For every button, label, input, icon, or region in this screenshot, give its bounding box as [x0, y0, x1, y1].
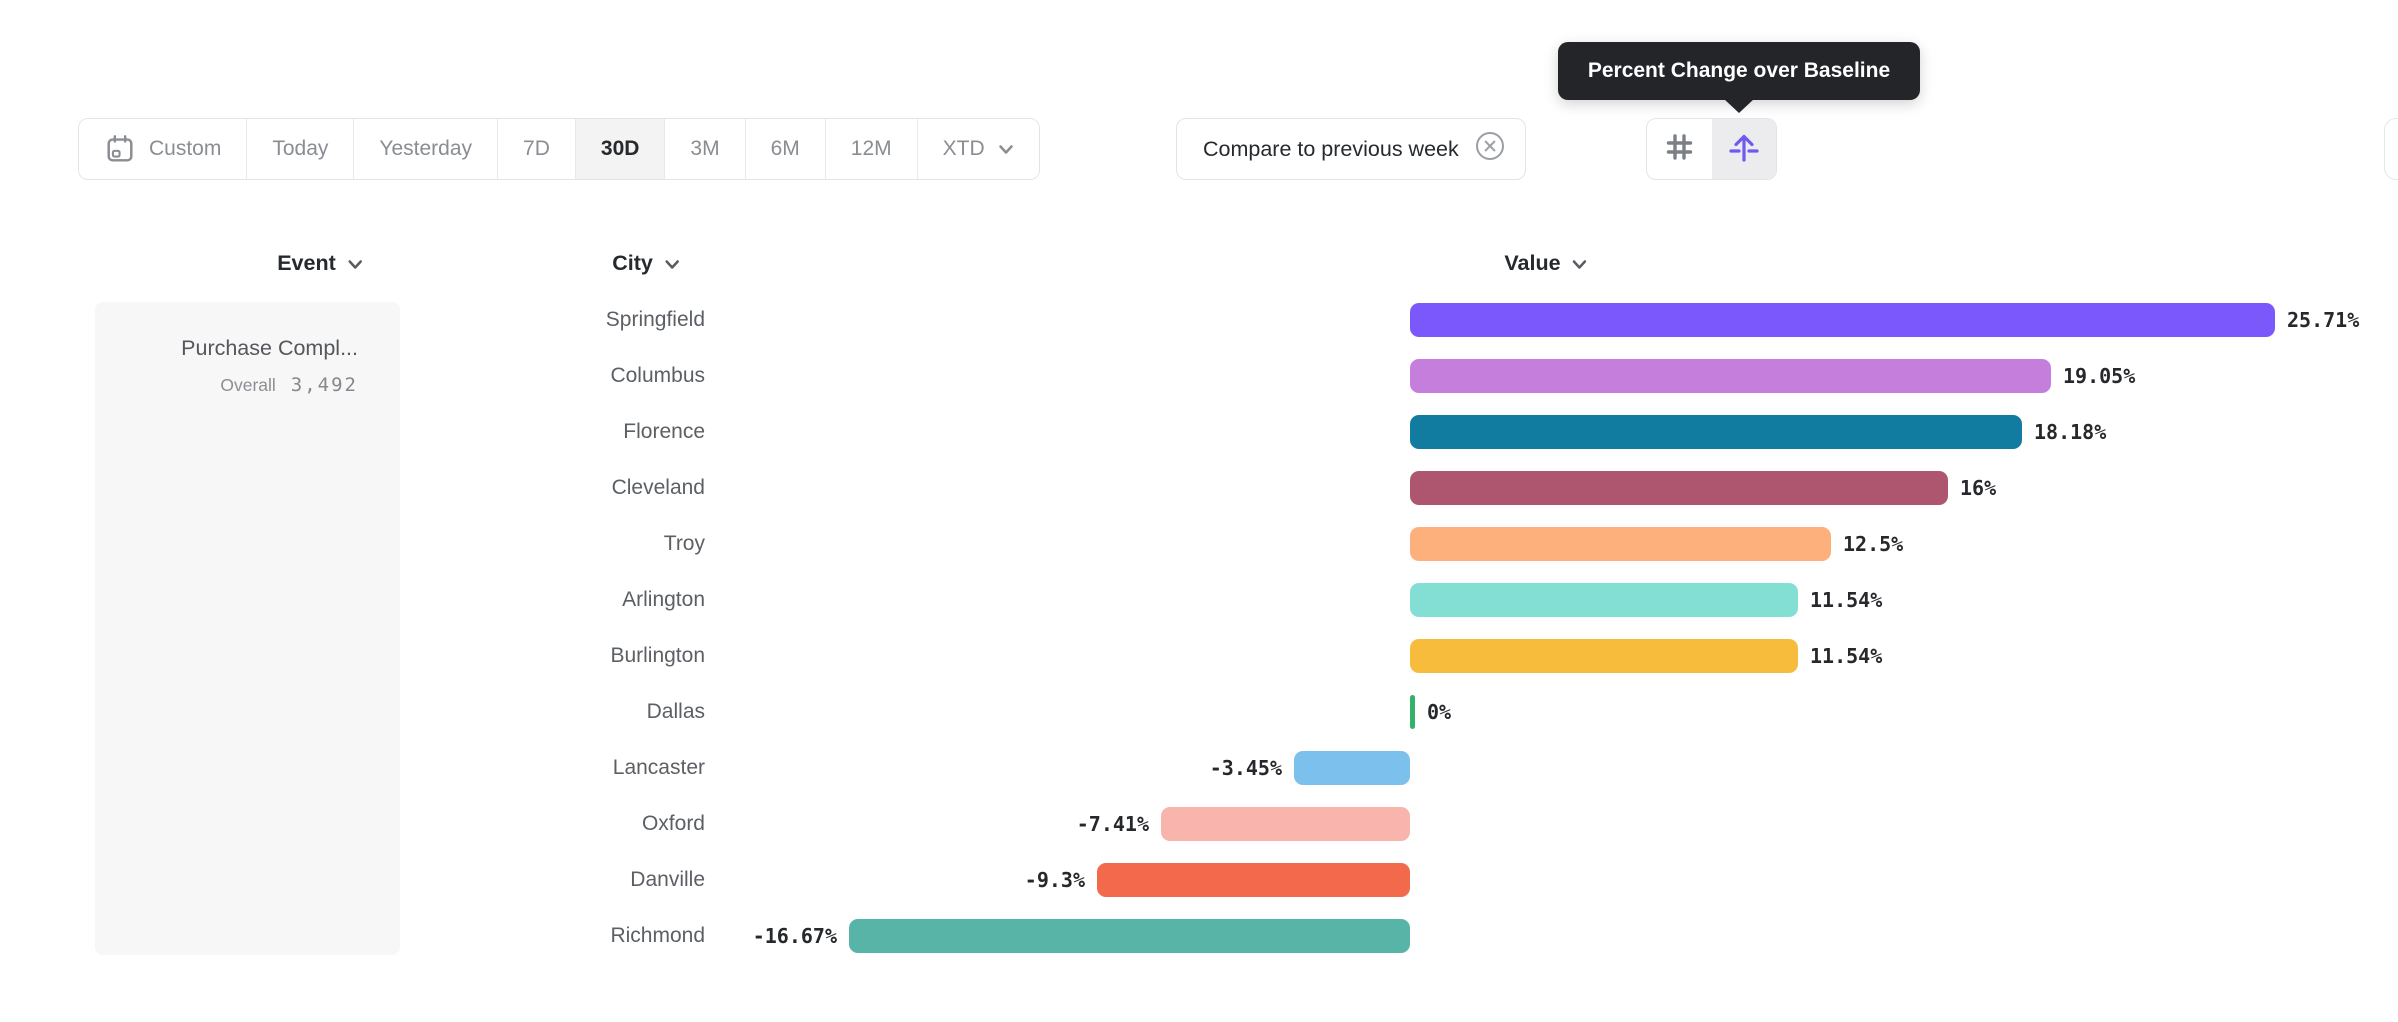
tooltip-text: Percent Change over Baseline [1587, 59, 1891, 82]
city-label: Burlington [610, 644, 705, 667]
value-label: 18.18% [2034, 420, 2107, 444]
chevron-down-icon [347, 256, 363, 270]
value-label: 16% [1960, 476, 1997, 500]
value-label: -3.45% [1209, 756, 1282, 780]
value-label: 0% [1427, 700, 1452, 724]
bar-springfield[interactable] [1410, 303, 2275, 337]
bar-richmond[interactable] [849, 919, 1410, 953]
date-range-label: 7D [523, 137, 550, 160]
event-overall: Overall 3,492 [220, 374, 358, 396]
bar-dallas[interactable] [1410, 695, 1415, 729]
chart-mode-toggle [1646, 118, 1777, 180]
value-label: 11.54% [1810, 644, 1883, 668]
value-label: -7.41% [1076, 812, 1149, 836]
bar-troy[interactable] [1410, 527, 1831, 561]
tooltip-caret [1724, 99, 1754, 113]
calendar-icon [104, 133, 136, 165]
date-range-30d[interactable]: 30D [575, 119, 666, 179]
chevron-down-icon [664, 256, 680, 270]
date-range-label: 30D [600, 137, 640, 160]
column-header-label: City [612, 250, 653, 275]
date-range-3m[interactable]: 3M [665, 119, 746, 179]
date-range-12m[interactable]: 12M [825, 119, 918, 179]
date-range-6m[interactable]: 6M [745, 119, 826, 179]
city-label: Troy [663, 532, 705, 555]
city-label: Cleveland [611, 476, 705, 499]
date-range-label: 6M [770, 137, 800, 160]
overall-label: Overall [220, 375, 276, 395]
city-label: Dallas [646, 700, 705, 723]
bar-arlington[interactable] [1410, 583, 1798, 617]
percent-change-baseline-button[interactable] [1711, 119, 1776, 179]
date-range-today[interactable]: Today [247, 119, 355, 179]
chevron-down-icon [998, 144, 1014, 155]
overall-value: 3,492 [290, 374, 358, 396]
date-range-yesterday[interactable]: Yesterday [354, 119, 499, 179]
city-label: Danville [630, 868, 705, 891]
value-label: -9.3% [1024, 868, 1085, 892]
absolute-numbers-button[interactable] [1647, 119, 1712, 179]
date-range-label: Custom [149, 137, 222, 160]
column-header-label: Event [277, 250, 336, 275]
city-label: Springfield [605, 308, 705, 331]
bar-danville[interactable] [1097, 863, 1410, 897]
column-header-event[interactable]: Event [277, 246, 363, 280]
city-label: Richmond [610, 924, 705, 947]
bar-oxford[interactable] [1161, 807, 1410, 841]
value-label: 12.5% [1843, 532, 1904, 556]
column-header-label: Value [1504, 250, 1561, 275]
value-label: 25.71% [2287, 308, 2360, 332]
date-range-xtd[interactable]: XTD [917, 119, 1039, 179]
event-panel[interactable]: Purchase Compl... Overall 3,492 [95, 302, 400, 955]
value-label: 19.05% [2063, 364, 2136, 388]
date-range-label: Today [272, 137, 329, 160]
column-header-city[interactable]: City [612, 246, 680, 280]
value-label: -16.67% [752, 924, 837, 948]
bar-florence[interactable] [1410, 415, 2022, 449]
column-header-value[interactable]: Value [1504, 246, 1587, 280]
compare-label: Compare to previous week [1203, 136, 1459, 161]
baseline-arrow-icon [1727, 130, 1761, 169]
bar-burlington[interactable] [1410, 639, 1798, 673]
value-label: 11.54% [1810, 588, 1883, 612]
date-range-label: Yesterday [379, 137, 473, 160]
hash-icon [1662, 130, 1696, 169]
city-label: Oxford [641, 812, 705, 835]
date-range-custom[interactable]: Custom [79, 119, 248, 179]
date-range-label: XTD [942, 137, 985, 160]
city-label: Columbus [610, 364, 705, 387]
tooltip-percent-change: Percent Change over Baseline [1558, 42, 1920, 113]
chevron-down-icon [1572, 256, 1588, 270]
bar-lancaster[interactable] [1294, 751, 1410, 785]
bar-cleveland[interactable] [1410, 471, 1948, 505]
circle-x-icon[interactable] [1475, 131, 1505, 167]
bar-columbus[interactable] [1410, 359, 2051, 393]
date-range-label: 12M [850, 137, 892, 160]
city-label: Florence [623, 420, 705, 443]
city-label: Lancaster [612, 756, 705, 779]
compare-pill[interactable]: Compare to previous week [1176, 118, 1526, 180]
date-range-control: Custom Today Yesterday 7D 30D 3M 6M 12M XTD [78, 118, 1040, 180]
city-label: Arlington [622, 588, 705, 611]
date-range-label: 3M [690, 137, 720, 160]
clipped-right-button[interactable] [2384, 118, 2398, 180]
date-range-7d[interactable]: 7D [498, 119, 576, 179]
event-name: Purchase Compl... [181, 336, 358, 360]
